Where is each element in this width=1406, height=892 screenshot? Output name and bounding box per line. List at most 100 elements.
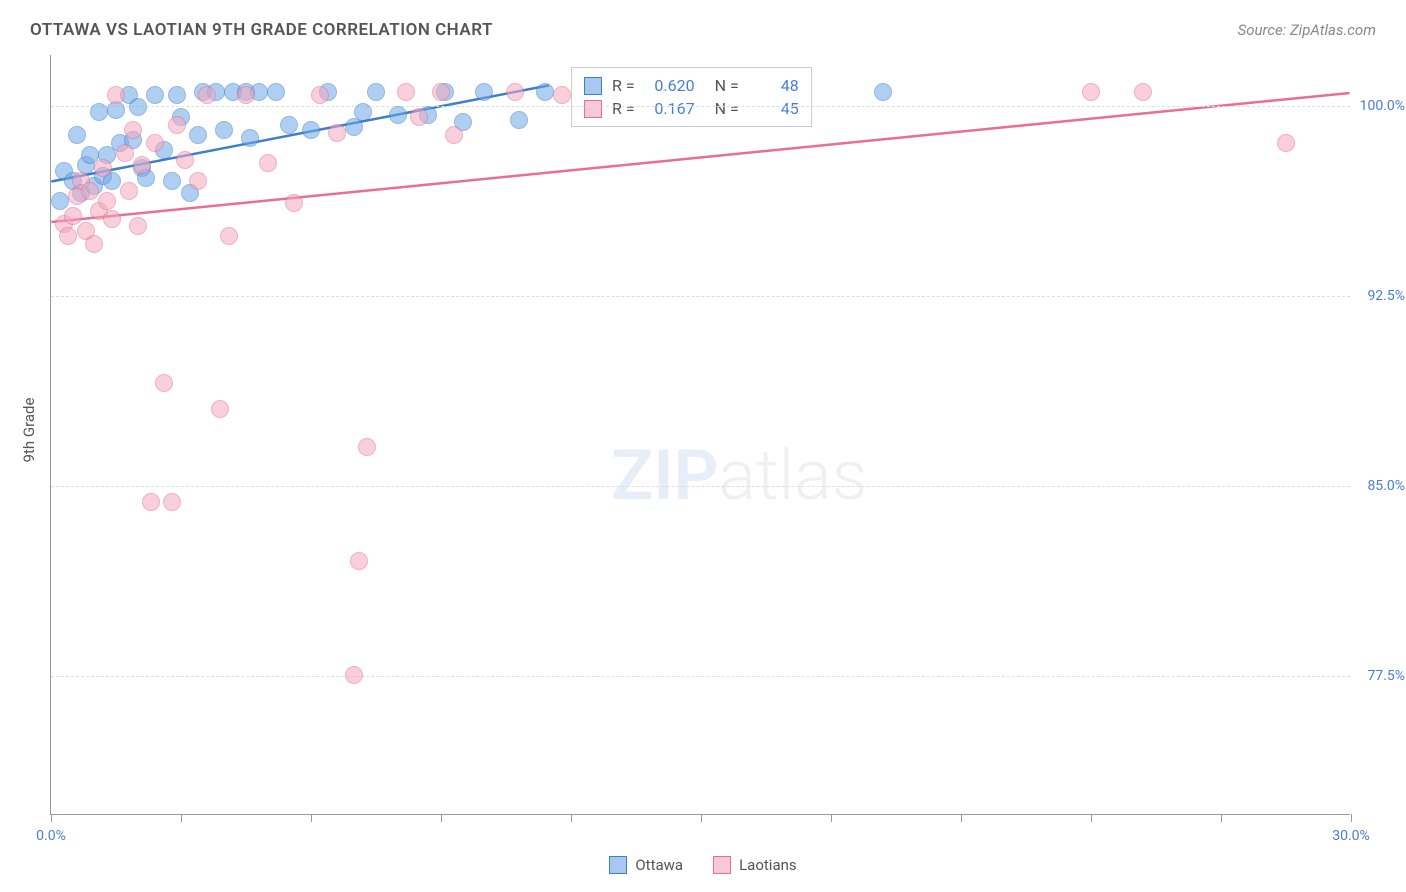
r-label: R = (612, 99, 635, 118)
gridline (51, 486, 1350, 487)
legend-swatch (584, 77, 602, 95)
xtick-label: 0.0% (36, 828, 66, 844)
scatter-point (129, 98, 147, 116)
scatter-point (64, 207, 82, 225)
gridline (51, 296, 1350, 297)
scatter-point (163, 172, 181, 190)
scatter-point (510, 111, 528, 129)
r-value: 0.167 (645, 99, 695, 118)
scatter-point (81, 182, 99, 200)
scatter-point (168, 86, 186, 104)
xtick (51, 814, 52, 822)
series-legend-item: Ottawa (609, 856, 683, 874)
scatter-point (397, 83, 415, 101)
scatter-point (129, 217, 147, 235)
scatter-point (302, 121, 320, 139)
scatter-point (259, 154, 277, 172)
series-label: Ottawa (635, 856, 683, 874)
scatter-point (51, 192, 69, 210)
scatter-point (168, 116, 186, 134)
scatter-point (475, 83, 493, 101)
scatter-point (445, 126, 463, 144)
stats-legend-row: R = 0.167 N = 45 (584, 97, 799, 120)
scatter-point (874, 83, 892, 101)
scatter-point (350, 552, 368, 570)
scatter-point (506, 83, 524, 101)
gridline (51, 106, 1350, 107)
scatter-point (146, 86, 164, 104)
r-value: 0.620 (645, 76, 695, 95)
source-label: Source: ZipAtlas.com (1238, 21, 1376, 39)
n-label: N = (715, 76, 739, 95)
scatter-point (133, 156, 151, 174)
scatter-point (59, 227, 77, 245)
scatter-point (189, 126, 207, 144)
scatter-point (328, 124, 346, 142)
watermark-atlas: atlas (718, 435, 867, 517)
scatter-point (146, 134, 164, 152)
xtick (831, 814, 832, 822)
scatter-point (85, 235, 103, 253)
xtick-label: 30.0% (1332, 828, 1370, 844)
scatter-point (389, 106, 407, 124)
gridline (51, 676, 1350, 677)
scatter-point (124, 121, 142, 139)
scatter-point (94, 159, 112, 177)
scatter-point (1134, 83, 1152, 101)
xtick (1091, 814, 1092, 822)
scatter-point (116, 144, 134, 162)
series-legend-item: Laotians (713, 856, 797, 874)
trend-lines (51, 55, 1350, 814)
scatter-point (98, 192, 116, 210)
header-row: OTTAWA VS LAOTIAN 9TH GRADE CORRELATION … (30, 20, 1376, 40)
scatter-point (345, 666, 363, 684)
scatter-point (142, 493, 160, 511)
scatter-point (90, 103, 108, 121)
scatter-point (155, 374, 173, 392)
series-legend: Ottawa Laotians (0, 856, 1406, 874)
legend-swatch (713, 856, 731, 874)
scatter-point (237, 86, 255, 104)
scatter-point (120, 182, 138, 200)
stats-legend: R = 0.620 N = 48 R = 0.167 N = 45 (571, 67, 812, 127)
scatter-point (241, 129, 259, 147)
scatter-point (358, 438, 376, 456)
xtick (571, 814, 572, 822)
scatter-point (267, 83, 285, 101)
r-label: R = (612, 76, 635, 95)
scatter-point (280, 116, 298, 134)
ytick-label: 92.5% (1367, 288, 1405, 304)
series-label: Laotians (739, 856, 797, 874)
scatter-point (311, 86, 329, 104)
scatter-point (1277, 134, 1295, 152)
xtick (701, 814, 702, 822)
xtick (961, 814, 962, 822)
scatter-point (410, 108, 428, 126)
xtick (311, 814, 312, 822)
xtick (181, 814, 182, 822)
scatter-point (285, 194, 303, 212)
scatter-point (553, 86, 571, 104)
scatter-point (215, 121, 233, 139)
plot-area: ZIPatlas R =0.620N =48R =0.167N =45 77.5… (50, 55, 1350, 815)
legend-swatch (609, 856, 627, 874)
scatter-point (163, 493, 181, 511)
n-label: N = (715, 99, 739, 118)
scatter-point (107, 86, 125, 104)
scatter-point (176, 151, 194, 169)
n-value: 48 (749, 76, 799, 95)
scatter-point (220, 227, 238, 245)
watermark-zip: ZIP (611, 435, 718, 517)
scatter-point (367, 83, 385, 101)
n-value: 45 (749, 99, 799, 118)
scatter-point (189, 172, 207, 190)
xtick (1351, 814, 1352, 822)
xtick (441, 814, 442, 822)
scatter-point (1082, 83, 1100, 101)
scatter-point (103, 210, 121, 228)
ytick-label: 85.0% (1367, 478, 1405, 494)
legend-swatch (584, 100, 602, 118)
scatter-point (536, 83, 554, 101)
scatter-point (211, 400, 229, 418)
ytick-label: 100.0% (1360, 98, 1405, 114)
